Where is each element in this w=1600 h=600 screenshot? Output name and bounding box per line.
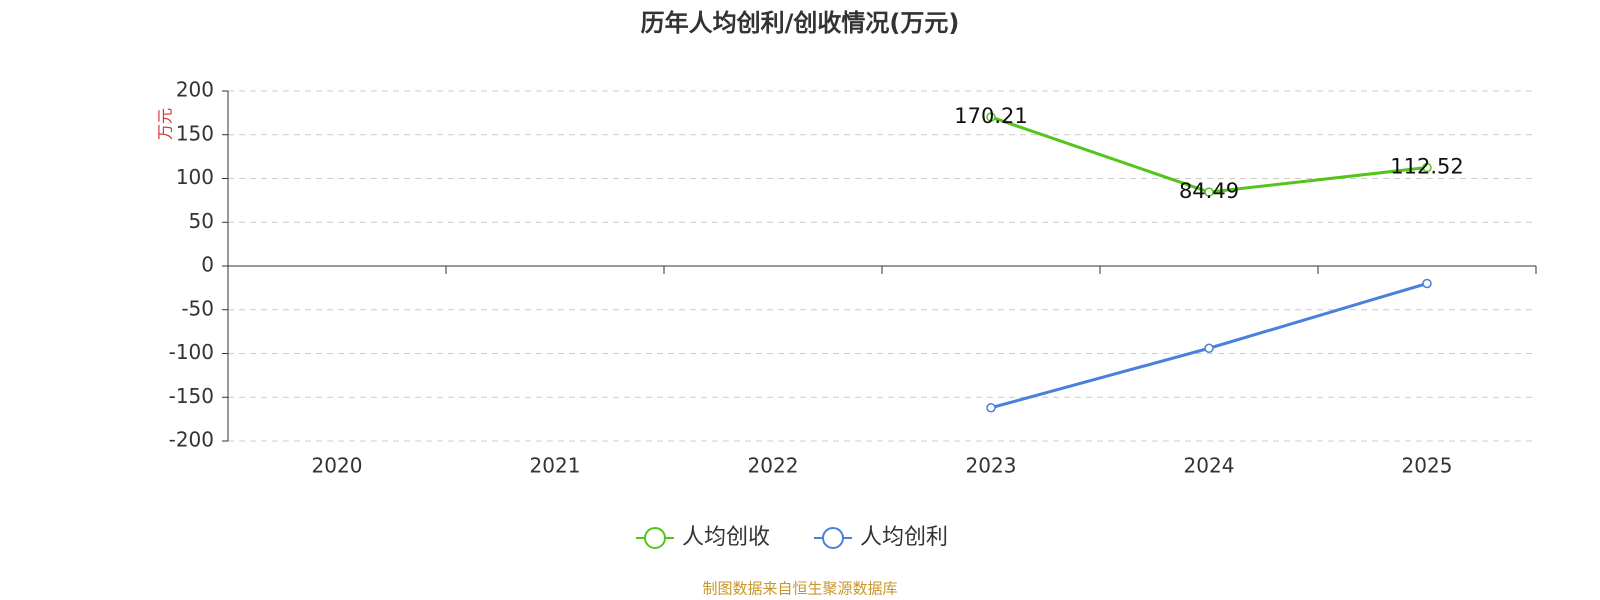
x-tick-label: 2022: [748, 454, 799, 478]
x-tick-label: 2024: [1184, 454, 1235, 478]
source-note: 制图数据来自恒生聚源数据库: [702, 580, 897, 598]
data-label: 170.21: [954, 104, 1027, 128]
legend-label[interactable]: 人均创收: [682, 525, 770, 550]
chart-title: 历年人均创利/创收情况(万元): [641, 9, 960, 37]
data-label: 112.52: [1390, 155, 1463, 179]
data-point: [986, 403, 996, 413]
legend-icon[interactable]: [644, 527, 666, 549]
y-tick-label: 100: [176, 165, 214, 189]
data-label: 84.49: [1179, 179, 1239, 203]
x-tick-label: 2023: [966, 454, 1017, 478]
data-point: [986, 112, 996, 122]
y-tick-label: 50: [189, 209, 214, 233]
data-point: [1204, 187, 1214, 197]
data-point: [1422, 162, 1432, 173]
y-axis-label: 万元: [156, 108, 175, 140]
y-tick-label: -100: [169, 340, 214, 364]
data-point: [1204, 343, 1214, 353]
legend-label[interactable]: 人均创利: [860, 525, 948, 550]
x-tick-label: 2021: [530, 454, 581, 478]
y-tick-label: -200: [169, 428, 214, 452]
data-point: [1422, 278, 1432, 289]
y-tick-label: -50: [181, 296, 214, 320]
x-tick-label: 2020: [312, 454, 363, 478]
y-tick-label: -150: [169, 384, 214, 408]
legend-icon[interactable]: [822, 527, 844, 549]
x-tick-label: 2025: [1402, 454, 1453, 478]
y-tick-label: 0: [201, 253, 214, 277]
y-tick-label: 200: [176, 78, 214, 102]
y-tick-label: 150: [176, 121, 214, 145]
